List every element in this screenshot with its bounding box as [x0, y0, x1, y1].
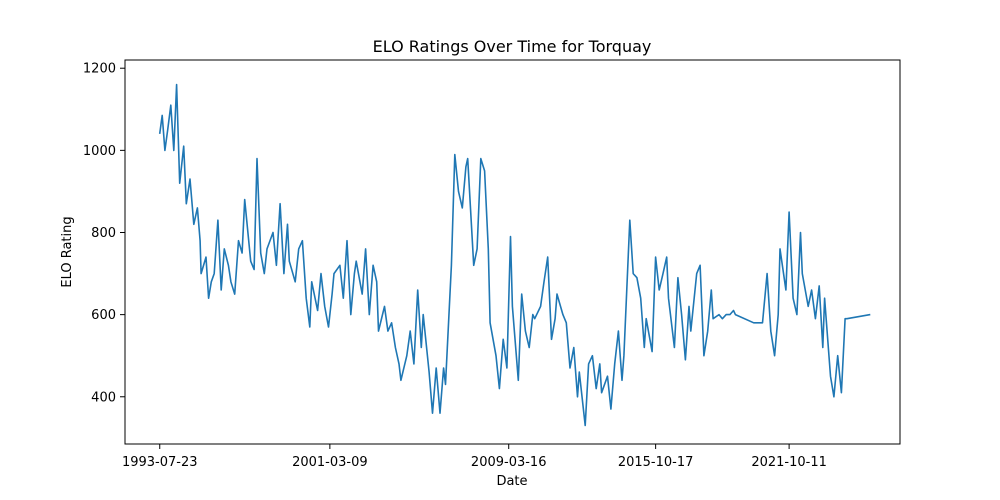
- series-layer: [158, 83, 871, 427]
- chart-title: ELO Ratings Over Time for Torquay: [373, 37, 652, 56]
- y-axis-label: ELO Rating: [60, 216, 75, 287]
- y-axis: 400 600 800 1000 1200: [83, 62, 125, 405]
- y-tick-label: 1200: [83, 62, 116, 77]
- series-line: [158, 83, 871, 427]
- x-tick-label: 2009-03-16: [471, 455, 547, 470]
- x-tick-label: 2021-10-11: [751, 455, 827, 470]
- y-tick-label: 600: [91, 308, 116, 323]
- y-tick-label: 800: [91, 226, 116, 241]
- plot-frame: [124, 59, 901, 445]
- y-tick-label: 1000: [83, 144, 116, 159]
- x-axis: 1993-07-23 2001-03-09 2009-03-16 2015-10-17…: [122, 444, 827, 470]
- x-tick-label: 1993-07-23: [122, 455, 198, 470]
- x-tick-label: 2015-10-17: [618, 455, 694, 470]
- y-tick-label: 400: [91, 390, 116, 405]
- x-tick-label: 2001-03-09: [292, 455, 368, 470]
- x-axis-label: Date: [496, 474, 527, 489]
